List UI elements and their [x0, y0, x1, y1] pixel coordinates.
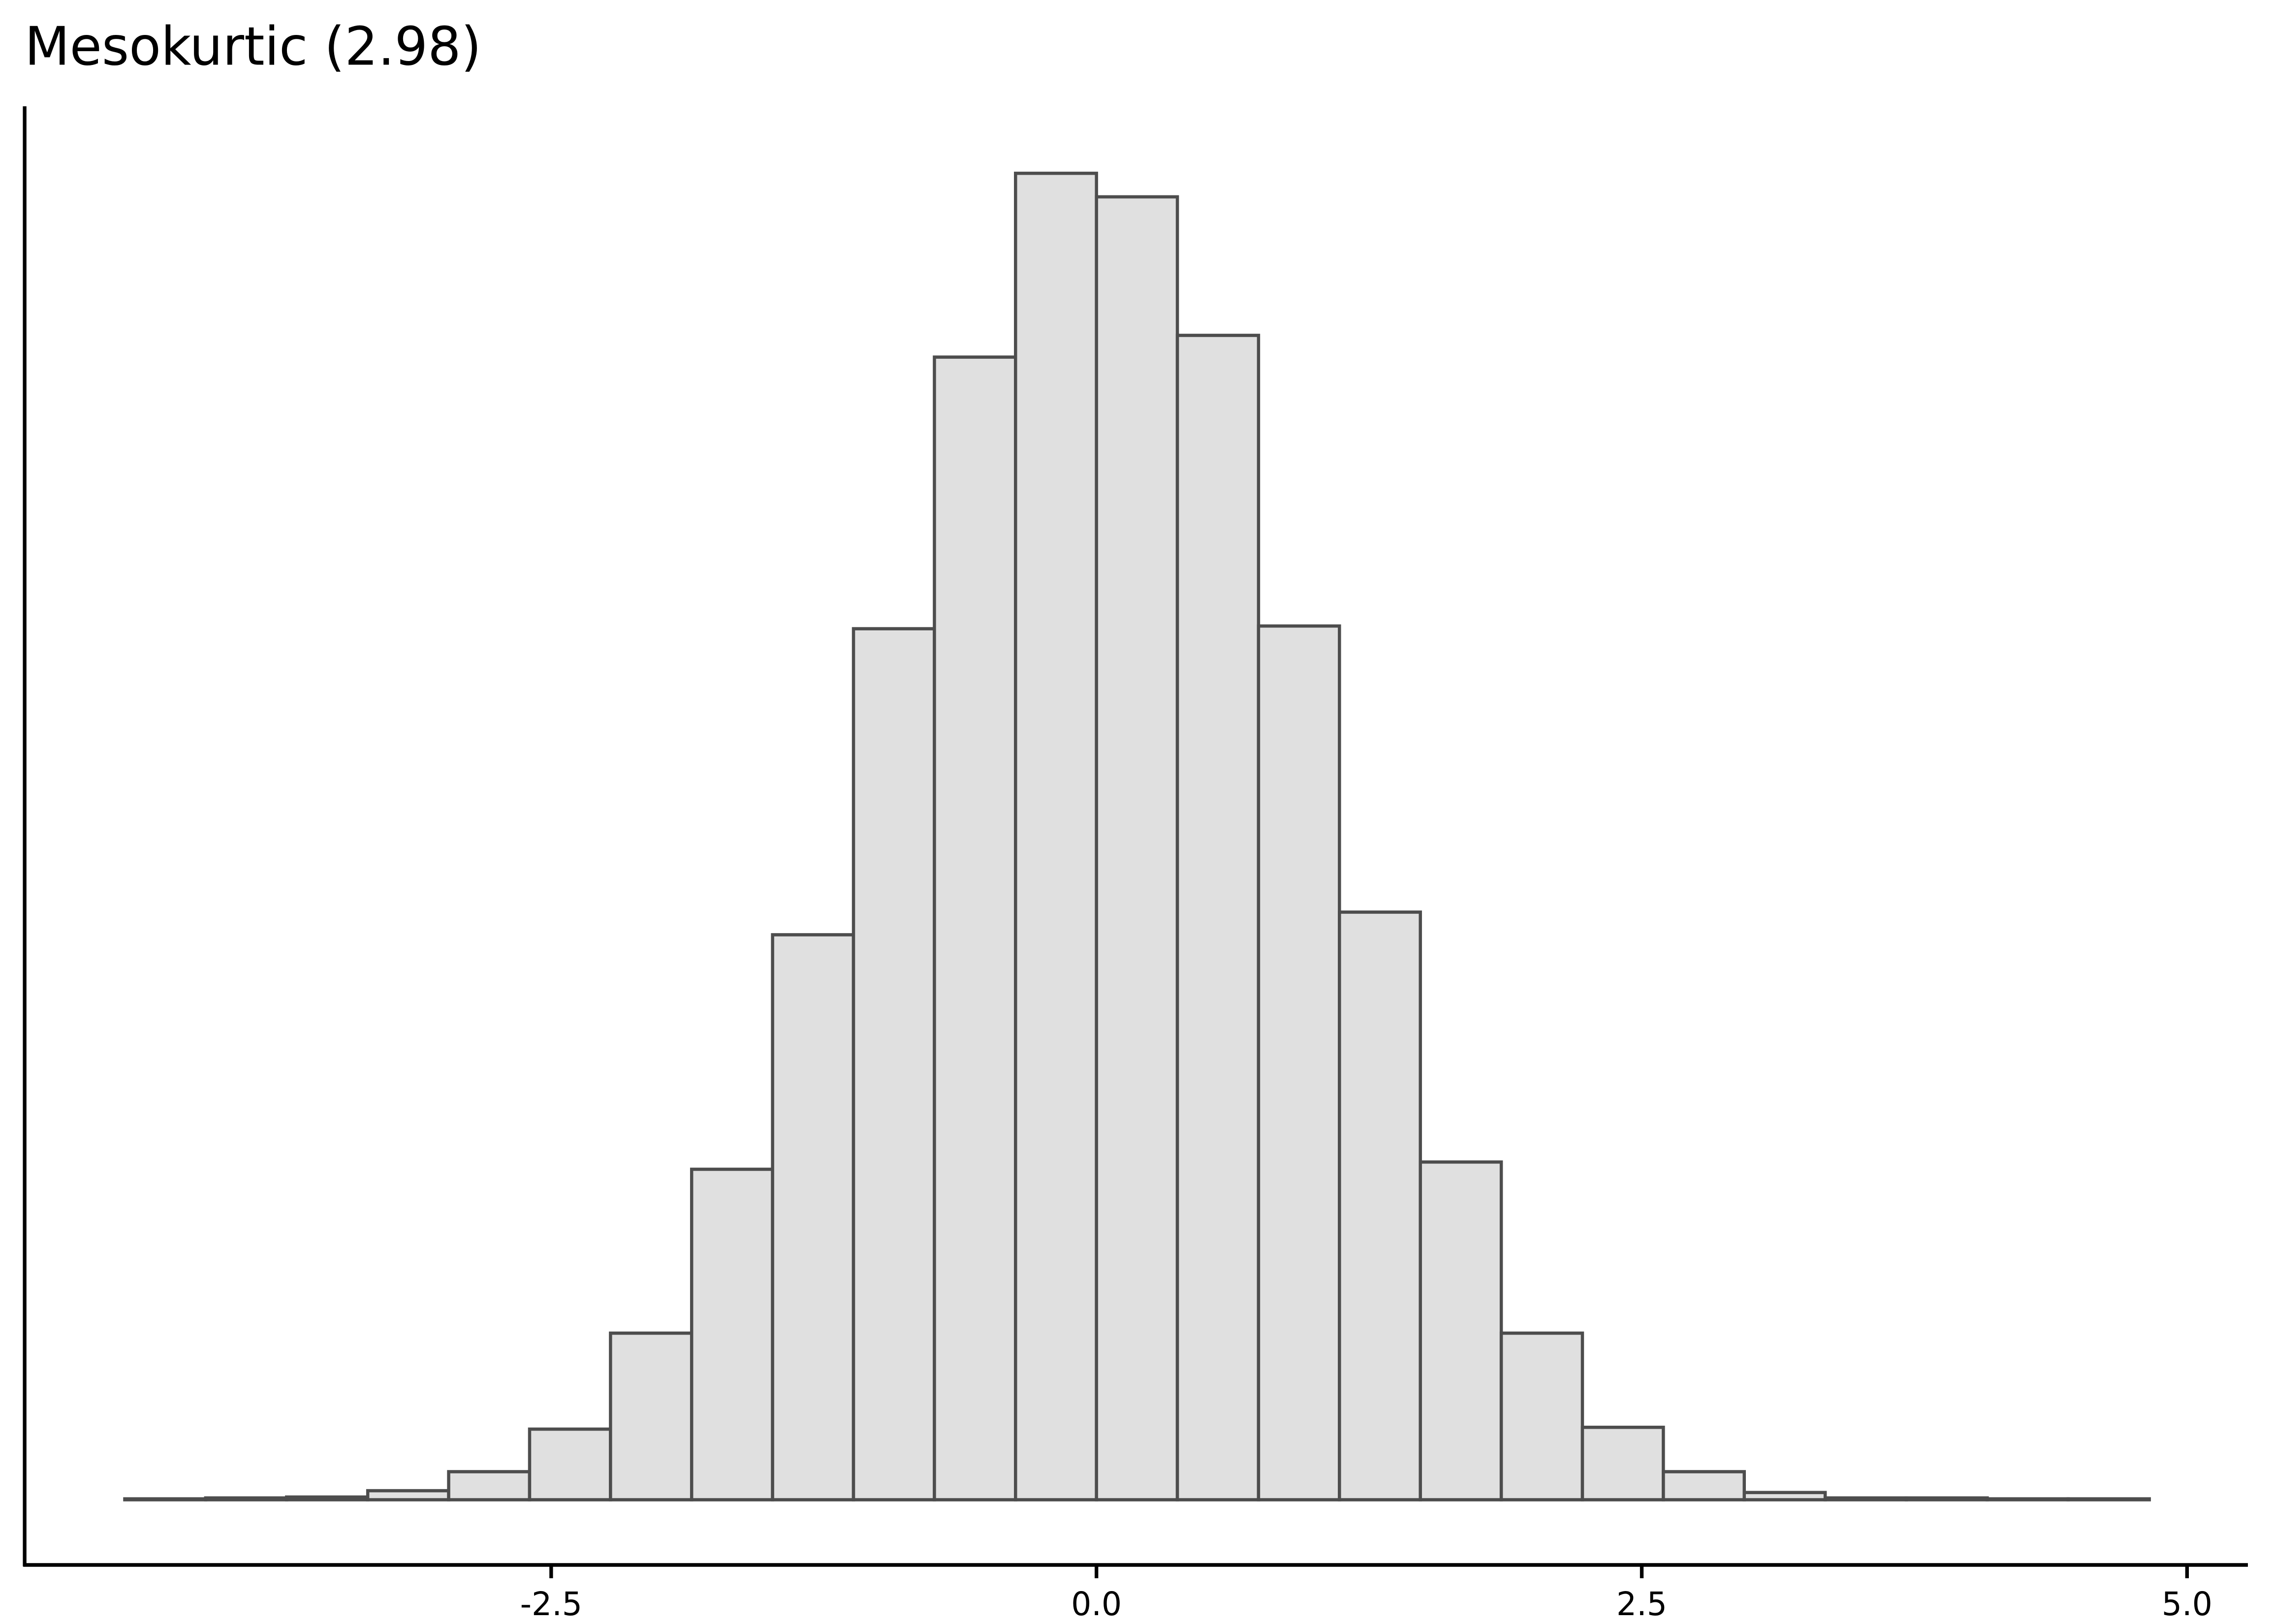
bar	[1095, 195, 1179, 1501]
bar	[1580, 1426, 1665, 1501]
bar	[1338, 910, 1422, 1501]
bar	[1823, 1496, 1908, 1501]
bar	[933, 355, 1017, 1501]
bar	[1419, 1160, 1503, 1501]
bar	[852, 627, 936, 1501]
bar	[2066, 1497, 2151, 1501]
bar	[528, 1427, 612, 1501]
bar	[204, 1496, 288, 1501]
bar	[1904, 1496, 1989, 1501]
bar	[1014, 171, 1098, 1501]
bar	[1742, 1491, 1827, 1501]
chart-title: Mesokurtic (2.98)	[25, 16, 481, 78]
x-tick-label: 0.0	[1071, 1586, 1122, 1624]
x-tick-label: 2.5	[1616, 1586, 1667, 1624]
bar	[771, 933, 855, 1501]
bar	[447, 1470, 532, 1501]
x-tick-label: -2.5	[520, 1586, 582, 1624]
bar	[366, 1489, 450, 1501]
bar	[609, 1331, 694, 1501]
bar	[1986, 1497, 2070, 1501]
bar	[1257, 624, 1341, 1501]
bar	[123, 1497, 208, 1501]
bar	[285, 1495, 370, 1501]
x-tick-label: 5.0	[2162, 1586, 2212, 1624]
bar	[690, 1167, 774, 1501]
bar	[1175, 334, 1261, 1501]
bar	[1499, 1331, 1584, 1501]
bar	[1662, 1470, 1746, 1501]
